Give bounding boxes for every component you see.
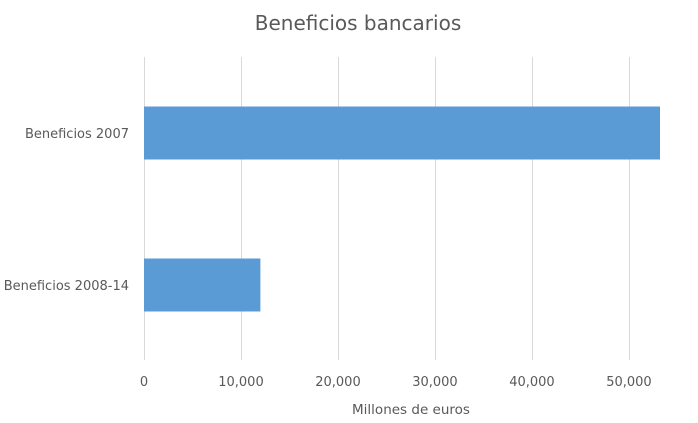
x-tick-label: 50,000 xyxy=(606,375,652,390)
category-labels: Beneficios 2007 Beneficios 2008-14 xyxy=(4,127,129,294)
x-tick-label: 10,000 xyxy=(218,375,264,390)
bar-2 xyxy=(144,258,261,312)
x-axis-title: Millones de euros xyxy=(352,402,470,418)
x-tick-label: 0 xyxy=(140,375,148,390)
category-label: Beneficios 2007 xyxy=(25,127,129,142)
x-tick-label: 30,000 xyxy=(412,375,458,390)
bar-1 xyxy=(144,106,660,160)
x-tick-labels: 0 10,000 20,000 30,000 40,000 50,000 xyxy=(140,375,652,390)
gridlines xyxy=(144,57,630,360)
category-label: Beneficios 2008-14 xyxy=(4,279,129,294)
x-tick-label: 20,000 xyxy=(315,375,361,390)
chart-title: Beneficios bancarios xyxy=(255,11,461,35)
bars xyxy=(144,106,660,312)
x-tick-label: 40,000 xyxy=(509,375,555,390)
